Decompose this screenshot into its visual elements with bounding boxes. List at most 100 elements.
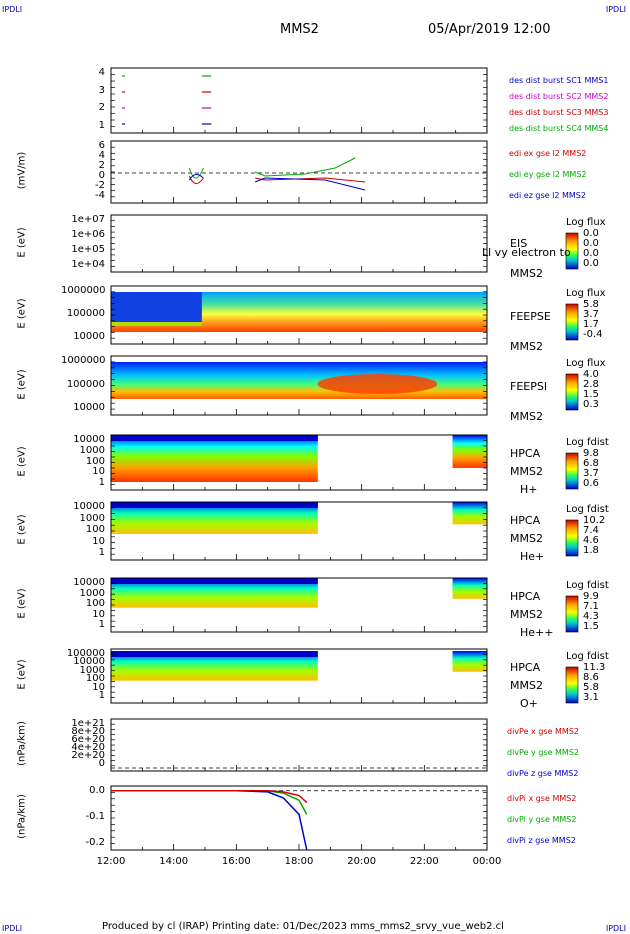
- panel-hpca_h: [110, 434, 579, 491]
- date-title: 05/Apr/2019 12:00: [428, 22, 551, 37]
- spectrogram-hpca_h-topband: [111, 435, 318, 441]
- legend-efield-2: edi ez gse l2 MMS2: [509, 191, 586, 200]
- panel-eis: [110, 214, 579, 273]
- colorbar-tick-hpca_o-1: 8.6: [583, 672, 599, 683]
- colorbar-tick-eis-2: 0.0: [583, 248, 599, 259]
- xtick-6: 00:00: [472, 856, 502, 867]
- ytick-hpca_he-3: 10: [92, 535, 105, 547]
- panel-frame-divpe: [110, 718, 488, 772]
- side-label-hpca_o-0: HPCA: [510, 661, 541, 674]
- panel-divpe: [110, 718, 488, 772]
- colorbar-tick-feepsi-1: 2.8: [583, 379, 599, 390]
- spectrogram-hpca_he-topband: [111, 502, 318, 508]
- ytick-hpca_h-1: 1000: [79, 444, 105, 456]
- side-label-eis-1: MMS2: [510, 267, 543, 280]
- spectrogram-hpca_o-topband: [111, 651, 318, 657]
- side-label-hpca_he-0: HPCA: [510, 514, 541, 527]
- ytick-hpca_he-0: 10000: [73, 501, 105, 512]
- ytick-hpca_he-1: 1000: [79, 512, 105, 524]
- ytick-divpi-2: -0.2: [85, 837, 105, 848]
- ytick-burst-3: 1: [98, 120, 105, 131]
- panel-hpca_hepp: [110, 577, 579, 633]
- spectrogram-feepsi-core: [317, 374, 438, 394]
- colorbar-tick-feepsi-3: 0.3: [583, 399, 599, 410]
- xtick-4: 20:00: [347, 856, 377, 867]
- ytick-hpca_hepp-4: 1: [98, 619, 105, 630]
- ylabel-hpca_he: E (eV): [16, 514, 28, 545]
- ytick-feepsi-0: 1000000: [61, 355, 106, 366]
- colorbar-tick-feepsi-0: 4.0: [583, 369, 599, 380]
- corner-label-bottom-right: IPDLI: [605, 924, 626, 933]
- ytick-hpca_o-4: 10: [92, 681, 105, 693]
- panel-burst: [110, 67, 488, 134]
- side-label-eis-0: EIS: [510, 237, 528, 250]
- series-line-0: [111, 789, 308, 851]
- ytick-divpe-1: 8e+20: [71, 726, 105, 737]
- xtick-0: 12:00: [96, 856, 126, 867]
- xtick-3: 18:00: [284, 856, 314, 867]
- xtick-5: 22:00: [409, 856, 439, 867]
- ytick-burst-1: 3: [98, 84, 105, 96]
- xtick-2: 16:00: [221, 856, 251, 867]
- panel-divpi: [110, 785, 488, 851]
- colorbar-title-feepse: Log flux: [566, 288, 606, 299]
- ytick-eis-2: 1e+05: [71, 244, 105, 255]
- ytick-hpca_hepp-0: 10000: [73, 577, 105, 588]
- ytick-efield-1: 4: [98, 150, 105, 161]
- legend-efield-1: edi ey gse l2 MMS2: [509, 170, 587, 179]
- colorbar-tick-hpca_he-0: 10.2: [583, 515, 606, 526]
- legend-burst-0: des dist burst SC1 MMS1: [509, 76, 609, 85]
- spectrogram-hpca_hepp-topband: [111, 578, 318, 584]
- ytick-divpe-4: 2e+20: [71, 750, 105, 761]
- efield-ey-trace: [188, 157, 356, 179]
- colorbar-tick-hpca_he-2: 4.6: [583, 535, 599, 546]
- ytick-hpca_o-3: 100: [85, 673, 105, 685]
- colorbar-title-hpca_hepp: Log fdist: [566, 580, 609, 591]
- ytick-hpca_h-0: 10000: [73, 434, 105, 445]
- side-label-feepse-1: MMS2: [510, 340, 543, 353]
- ytick-hpca_hepp-3: 10: [92, 608, 105, 620]
- legend-efield-0: edi ex gse l2 MMS2: [509, 149, 587, 158]
- side-label-hpca_h-1: MMS2: [510, 465, 543, 478]
- spectrogram-hpca_h-main: [111, 435, 318, 482]
- colorbar-tick-hpca_h-3: 0.6: [583, 478, 599, 489]
- colorbar-tick-hpca_hepp-1: 7.1: [583, 601, 599, 612]
- colorbar-tick-feepse-2: 1.7: [583, 319, 599, 330]
- corner-label-bottom-left: IPDLI: [2, 924, 23, 933]
- ytick-hpca_he-4: 1: [98, 547, 105, 558]
- ytick-hpca_o-0: 100000: [66, 648, 105, 659]
- panel-frame-efield: [110, 140, 488, 204]
- panel-feepse: [110, 285, 579, 345]
- colorbar-tick-eis-1: 0.0: [583, 238, 599, 249]
- colorbar-feepsi: [565, 373, 579, 411]
- ytick-hpca_o-5: 1: [98, 690, 105, 701]
- side-label-feepsi-1: MMS2: [510, 410, 543, 423]
- colorbar-tick-eis-3: 0.0: [583, 258, 599, 269]
- legend-burst-1: des dist burst SC2 MMS2: [509, 92, 609, 101]
- ytick-divpi-1: -0.1: [85, 811, 105, 822]
- ytick-efield-2: 2: [98, 160, 105, 171]
- ytick-eis-1: 1e+06: [71, 229, 105, 240]
- ytick-hpca_h-4: 1: [98, 477, 105, 488]
- side-label-hpca_h-0: HPCA: [510, 447, 541, 460]
- ylabel-divpe: (nPa/km): [16, 721, 28, 766]
- colorbar-hpca_o: [565, 666, 579, 704]
- panel-efield: [110, 140, 488, 204]
- series-line-1: [111, 789, 308, 815]
- legend-divpi-1: divPi y gse MMS2: [507, 815, 577, 824]
- ytick-efield-4: -2: [95, 180, 105, 191]
- side-label-hpca_he-2: He+: [520, 550, 545, 563]
- legend-burst-3: des dist burst SC4 MMS4: [509, 124, 609, 133]
- colorbar-feepse: [565, 303, 579, 341]
- ytick-hpca_hepp-2: 100: [85, 598, 105, 609]
- colorbar-title-hpca_h: Log fdist: [566, 437, 609, 448]
- legend-divpe-0: divPe x gse MMS2: [507, 727, 579, 736]
- ytick-eis-3: 1e+04: [71, 259, 105, 270]
- panel-feepsi: [110, 355, 579, 416]
- panel-hpca_he: [110, 501, 579, 561]
- legend-burst-2: des dist burst SC3 MMS3: [509, 108, 609, 117]
- side-label-hpca_hepp-2: He++: [520, 626, 554, 639]
- ytick-feepse-0: 1000000: [61, 285, 106, 296]
- spectrogram-hpca_hepp-late: [452, 578, 487, 599]
- side-label-hpca_h-2: H+: [520, 483, 538, 496]
